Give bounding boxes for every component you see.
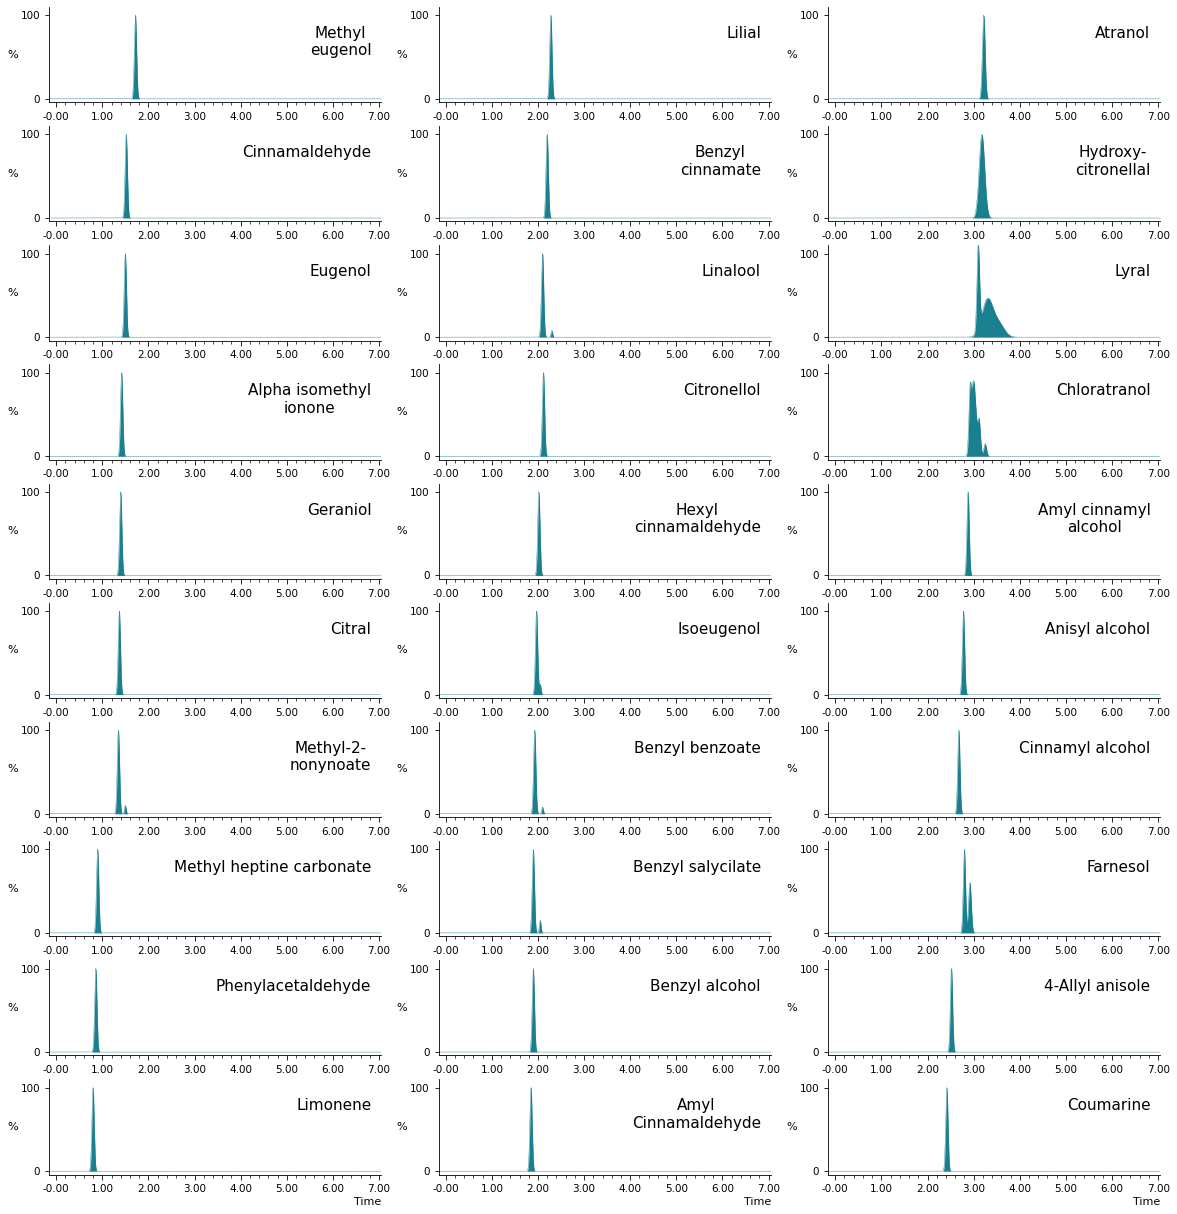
Y-axis label: %: % — [786, 646, 797, 656]
Text: Anisyl alcohol: Anisyl alcohol — [1045, 622, 1150, 637]
Text: Coumarine: Coumarine — [1066, 1099, 1150, 1113]
Y-axis label: %: % — [397, 884, 407, 894]
Y-axis label: %: % — [7, 288, 18, 297]
Text: Isoeugenol: Isoeugenol — [678, 622, 760, 637]
Text: Methyl heptine carbonate: Methyl heptine carbonate — [174, 860, 372, 875]
Y-axis label: %: % — [397, 169, 407, 178]
Text: Geraniol: Geraniol — [307, 503, 372, 517]
X-axis label: Time: Time — [744, 1197, 771, 1207]
Y-axis label: %: % — [397, 1122, 407, 1131]
Text: 4-Allyl anisole: 4-Allyl anisole — [1044, 980, 1150, 994]
Y-axis label: %: % — [786, 765, 797, 775]
Y-axis label: %: % — [786, 884, 797, 894]
Y-axis label: %: % — [786, 169, 797, 178]
Text: Benzyl salycilate: Benzyl salycilate — [633, 860, 760, 875]
Y-axis label: %: % — [7, 1003, 18, 1012]
Text: Hydroxy-
citronellal: Hydroxy- citronellal — [1075, 146, 1150, 177]
Text: Eugenol: Eugenol — [310, 265, 372, 279]
Y-axis label: %: % — [397, 407, 407, 418]
Y-axis label: %: % — [7, 169, 18, 178]
Y-axis label: %: % — [7, 50, 18, 59]
Text: Cinnamaldehyde: Cinnamaldehyde — [242, 146, 372, 160]
Text: Citral: Citral — [331, 622, 372, 637]
Text: Benzyl alcohol: Benzyl alcohol — [651, 980, 760, 994]
Y-axis label: %: % — [7, 646, 18, 656]
Text: Alpha isomethyl
ionone: Alpha isomethyl ionone — [248, 384, 372, 416]
Y-axis label: %: % — [786, 526, 797, 537]
Text: Methyl
eugenol: Methyl eugenol — [310, 25, 372, 58]
Y-axis label: %: % — [786, 1003, 797, 1012]
Text: Cinnamyl alcohol: Cinnamyl alcohol — [1019, 741, 1150, 756]
Text: Amyl
Cinnamaldehyde: Amyl Cinnamaldehyde — [632, 1099, 760, 1130]
Text: Limonene: Limonene — [297, 1099, 372, 1113]
X-axis label: Time: Time — [1133, 1197, 1161, 1207]
Text: Methyl-2-
nonynoate: Methyl-2- nonynoate — [290, 741, 372, 773]
Text: Benzyl benzoate: Benzyl benzoate — [634, 741, 760, 756]
Y-axis label: %: % — [397, 288, 407, 297]
Text: Lyral: Lyral — [1115, 265, 1150, 279]
Y-axis label: %: % — [397, 1003, 407, 1012]
Y-axis label: %: % — [397, 646, 407, 656]
Text: Atranol: Atranol — [1096, 25, 1150, 41]
Y-axis label: %: % — [786, 407, 797, 418]
Y-axis label: %: % — [7, 407, 18, 418]
Y-axis label: %: % — [397, 50, 407, 59]
Y-axis label: %: % — [786, 1122, 797, 1131]
Y-axis label: %: % — [7, 884, 18, 894]
Text: Citronellol: Citronellol — [684, 384, 760, 398]
Y-axis label: %: % — [7, 1122, 18, 1131]
Text: Lilial: Lilial — [726, 25, 760, 41]
Y-axis label: %: % — [786, 288, 797, 297]
Y-axis label: %: % — [786, 50, 797, 59]
Text: Chloratranol: Chloratranol — [1056, 384, 1150, 398]
Text: Linalool: Linalool — [701, 265, 760, 279]
Y-axis label: %: % — [397, 765, 407, 775]
Text: Amyl cinnamyl
alcohol: Amyl cinnamyl alcohol — [1038, 503, 1150, 535]
Y-axis label: %: % — [7, 526, 18, 537]
Text: Phenylacetaldehyde: Phenylacetaldehyde — [215, 980, 372, 994]
Text: Hexyl
cinnamaldehyde: Hexyl cinnamaldehyde — [634, 503, 760, 535]
Text: Farnesol: Farnesol — [1086, 860, 1150, 875]
Y-axis label: %: % — [7, 765, 18, 775]
Text: Benzyl
cinnamate: Benzyl cinnamate — [680, 146, 760, 177]
X-axis label: Time: Time — [354, 1197, 381, 1207]
Y-axis label: %: % — [397, 526, 407, 537]
